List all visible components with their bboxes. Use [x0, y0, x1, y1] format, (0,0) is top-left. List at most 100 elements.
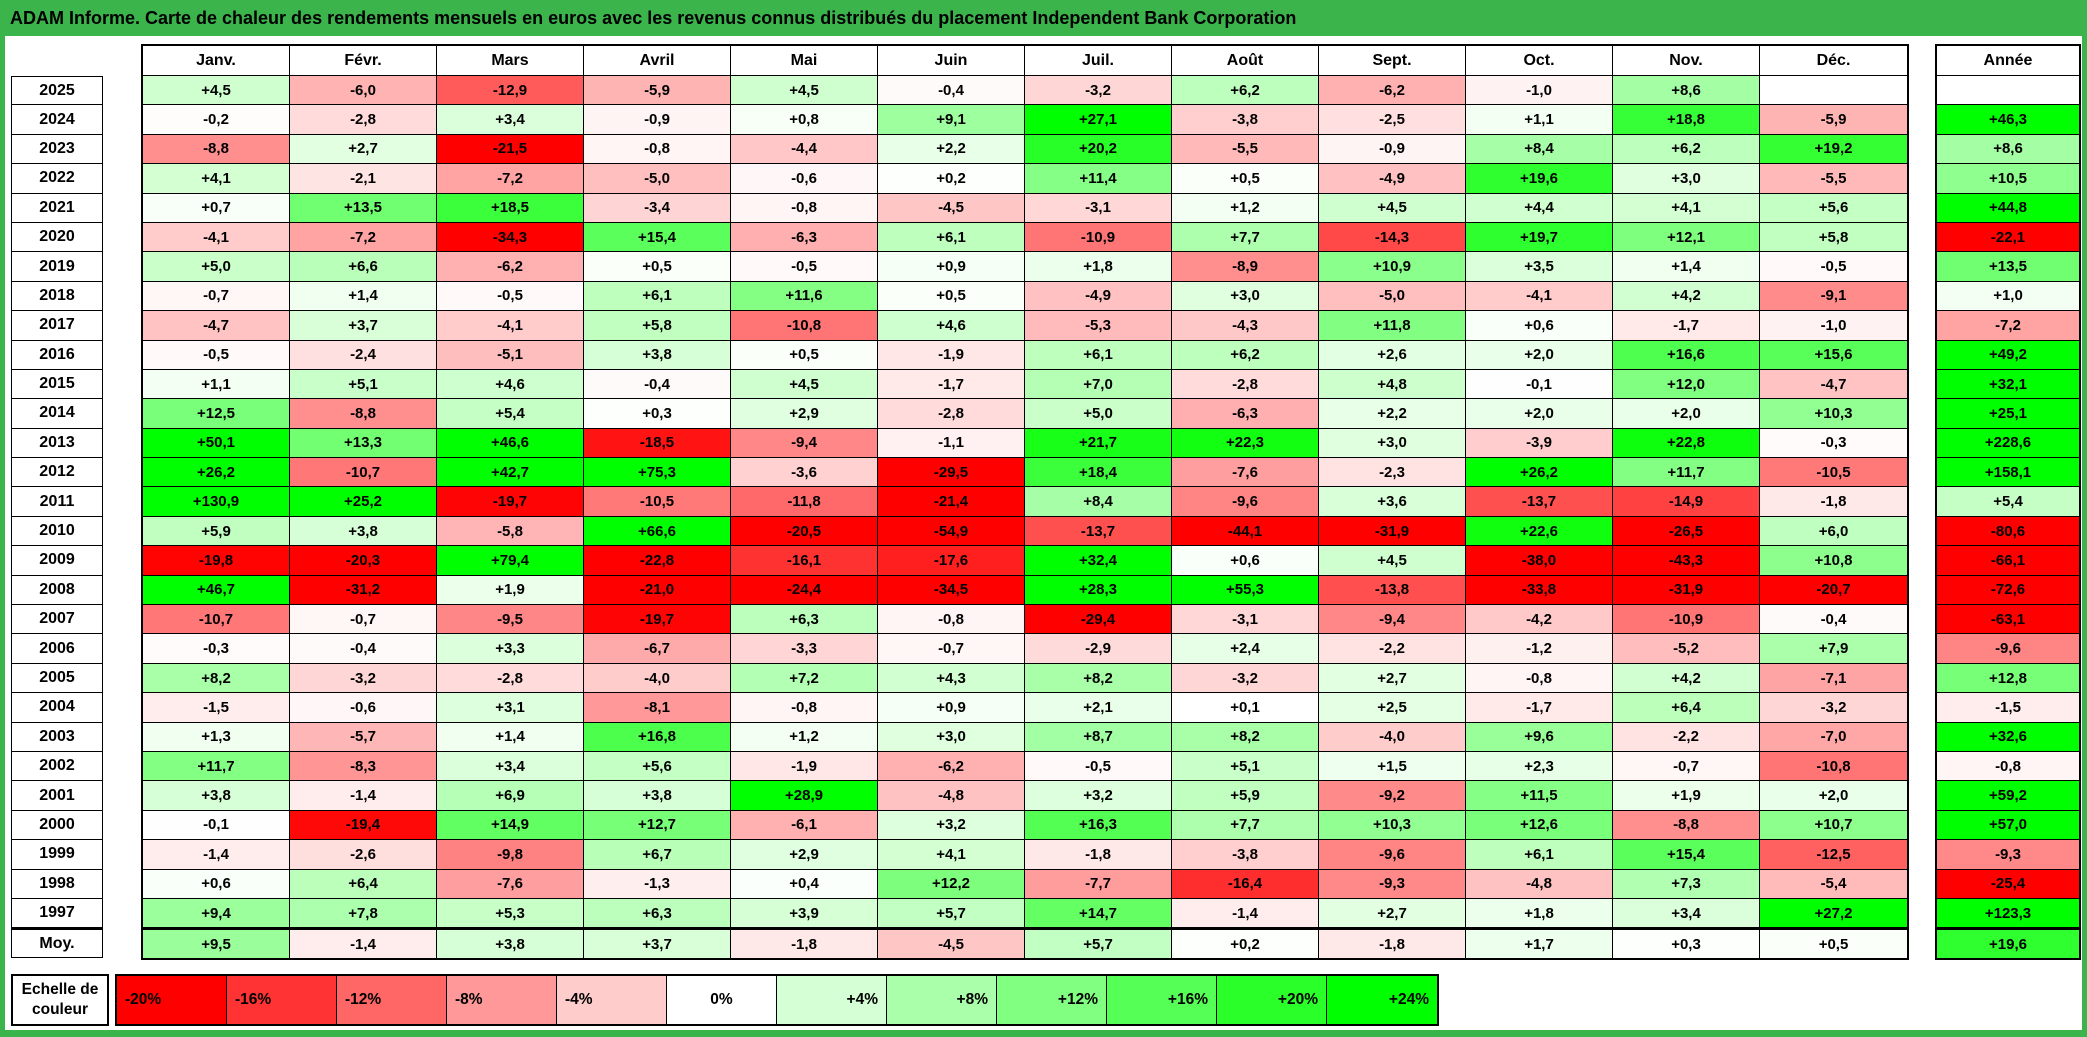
heatmap-cell: +1,2 [731, 722, 878, 752]
legend-stop: +12% [997, 975, 1107, 1024]
heatmap-cell: +3,6 [1319, 487, 1466, 517]
heatmap-cell: -9,2 [1319, 781, 1466, 811]
average-cell: -1,8 [1319, 928, 1466, 958]
heatmap-cell: +8,4 [1025, 487, 1172, 517]
page-title: ADAM Informe. Carte de chaleur des rende… [10, 7, 1297, 28]
annual-cell: +158,1 [1937, 458, 2079, 488]
heatmap-cell: +10,3 [1760, 399, 1907, 429]
heatmap-cell: +6,1 [878, 222, 1025, 253]
heatmap-cell: +25,2 [290, 487, 437, 517]
heatmap-cell: +7,9 [1760, 634, 1907, 664]
heatmap-cell: +6,4 [1613, 693, 1760, 723]
heatmap-cell: +20,2 [1025, 134, 1172, 165]
heatmap-cell: +3,2 [878, 810, 1025, 841]
heatmap-cell: -2,8 [437, 663, 584, 694]
heatmap-cell: +12,7 [584, 810, 731, 841]
month-header: Août [1172, 46, 1319, 76]
heatmap-cell: +9,6 [1466, 722, 1613, 752]
heatmap-cell: -0,7 [878, 634, 1025, 664]
heatmap-cell: +5,9 [143, 516, 290, 547]
year-column: 2025 2024 2023 2022 2021 2020 2019 2018 2017 2016… [11, 44, 103, 958]
heatmap-cell: -34,3 [437, 222, 584, 253]
heatmap-cell: +2,7 [1319, 898, 1466, 929]
heatmap-cell: +14,9 [437, 810, 584, 841]
heatmap-cell: +2,2 [1319, 399, 1466, 429]
heatmap-cell: +19,6 [1466, 164, 1613, 194]
heatmap-cell: -5,0 [584, 164, 731, 194]
annual-cell: +25,1 [1937, 399, 2079, 429]
year-label: 2024 [11, 105, 103, 135]
heatmap-cell: -4,8 [1466, 869, 1613, 899]
heatmap-cell: -2,8 [878, 399, 1025, 429]
average-cell: +9,5 [143, 928, 290, 958]
heatmap-cell: -0,4 [290, 634, 437, 664]
heatmap-cell: +28,3 [1025, 575, 1172, 606]
heatmap-cell: +22,3 [1172, 428, 1319, 459]
heatmap-cell: -1,9 [878, 340, 1025, 370]
heatmap-cell: -21,5 [437, 134, 584, 165]
heatmap-cell: +7,3 [1613, 869, 1760, 899]
heatmap-cell: +1,5 [1319, 751, 1466, 782]
heatmap-cell: -38,0 [1466, 546, 1613, 576]
heatmap-cell: -0,8 [584, 134, 731, 165]
heatmap-cell: +2,0 [1613, 399, 1760, 429]
heatmap-cell: -8,8 [290, 399, 437, 429]
heatmap-cell: -4,8 [878, 781, 1025, 811]
heatmap-cell: -1,7 [1466, 693, 1613, 723]
heatmap-cell: -3,4 [584, 193, 731, 223]
heatmap-cell: +13,3 [290, 428, 437, 459]
heatmap-cell: -44,1 [1172, 516, 1319, 547]
heatmap-cell: +18,4 [1025, 458, 1172, 488]
annual-column: Année +46,3 +8,6 +10,5 +44,8 -22,1 +13,5 +1,0 -7… [1935, 44, 2081, 960]
heatmap-cell: +18,5 [437, 193, 584, 223]
heatmap-cell: +3,8 [584, 781, 731, 811]
heatmap-cell: -3,8 [1172, 840, 1319, 870]
annual-average-cell: +19,6 [1937, 928, 2079, 958]
heatmap-cell: +22,8 [1613, 428, 1760, 459]
heatmap-cell: -3,1 [1025, 193, 1172, 223]
heatmap-cell: -1,8 [1025, 840, 1172, 870]
heatmap-cell: -29,5 [878, 458, 1025, 488]
heatmap-cell: +1,9 [437, 575, 584, 606]
heatmap-cell: +3,4 [437, 751, 584, 782]
heatmap-cell: -9,5 [437, 605, 584, 635]
heatmap-cell: -1,0 [1466, 76, 1613, 106]
heatmap-cell: +16,3 [1025, 810, 1172, 841]
legend-stop: 0% [667, 975, 777, 1024]
heatmap-cell: -0,5 [731, 252, 878, 282]
heatmap-cell: -0,9 [1319, 134, 1466, 165]
heatmap-cell: +8,2 [1172, 722, 1319, 752]
legend-stop: -4% [557, 975, 667, 1024]
annual-cell: +5,4 [1937, 487, 2079, 517]
heatmap-cell: +2,7 [290, 134, 437, 165]
legend-stop: +16% [1107, 975, 1217, 1024]
heatmap-cell: +27,2 [1760, 898, 1907, 929]
heatmap-cell: +75,3 [584, 458, 731, 488]
heatmap-cell: -7,7 [1025, 869, 1172, 899]
legend-stop: +24% [1327, 975, 1437, 1024]
heatmap-cell: +3,5 [1466, 252, 1613, 282]
heatmap-cell: -0,4 [584, 369, 731, 400]
heatmap-cell: -10,7 [290, 458, 437, 488]
annual-cell: -72,6 [1937, 575, 2079, 606]
heatmap-cell: +7,8 [290, 898, 437, 929]
heatmap-cell: +4,3 [878, 663, 1025, 694]
heatmap-cell: -5,3 [1025, 311, 1172, 341]
heatmap-cell: +21,7 [1025, 428, 1172, 459]
heatmap-cell: +16,6 [1613, 340, 1760, 370]
heatmap-cell: -31,9 [1613, 575, 1760, 606]
heatmap-cell: +6,2 [1172, 340, 1319, 370]
heatmap-cell: +2,7 [1319, 663, 1466, 694]
heatmap-cell: -7,2 [290, 222, 437, 253]
heatmap-cell: +5,4 [437, 399, 584, 429]
heatmap-cell: -16,1 [731, 546, 878, 576]
heatmap-cell: +0,7 [143, 193, 290, 223]
legend-stop: -16% [227, 975, 337, 1024]
heatmap-cell: +4,6 [437, 369, 584, 400]
heatmap-cell: -0,3 [143, 634, 290, 664]
heatmap-cell: -6,1 [731, 810, 878, 841]
heatmap-cell: +5,0 [143, 252, 290, 282]
year-label: 2016 [11, 340, 103, 370]
heatmap-cell: +0,9 [878, 693, 1025, 723]
heatmap-cell: -6,0 [290, 76, 437, 106]
